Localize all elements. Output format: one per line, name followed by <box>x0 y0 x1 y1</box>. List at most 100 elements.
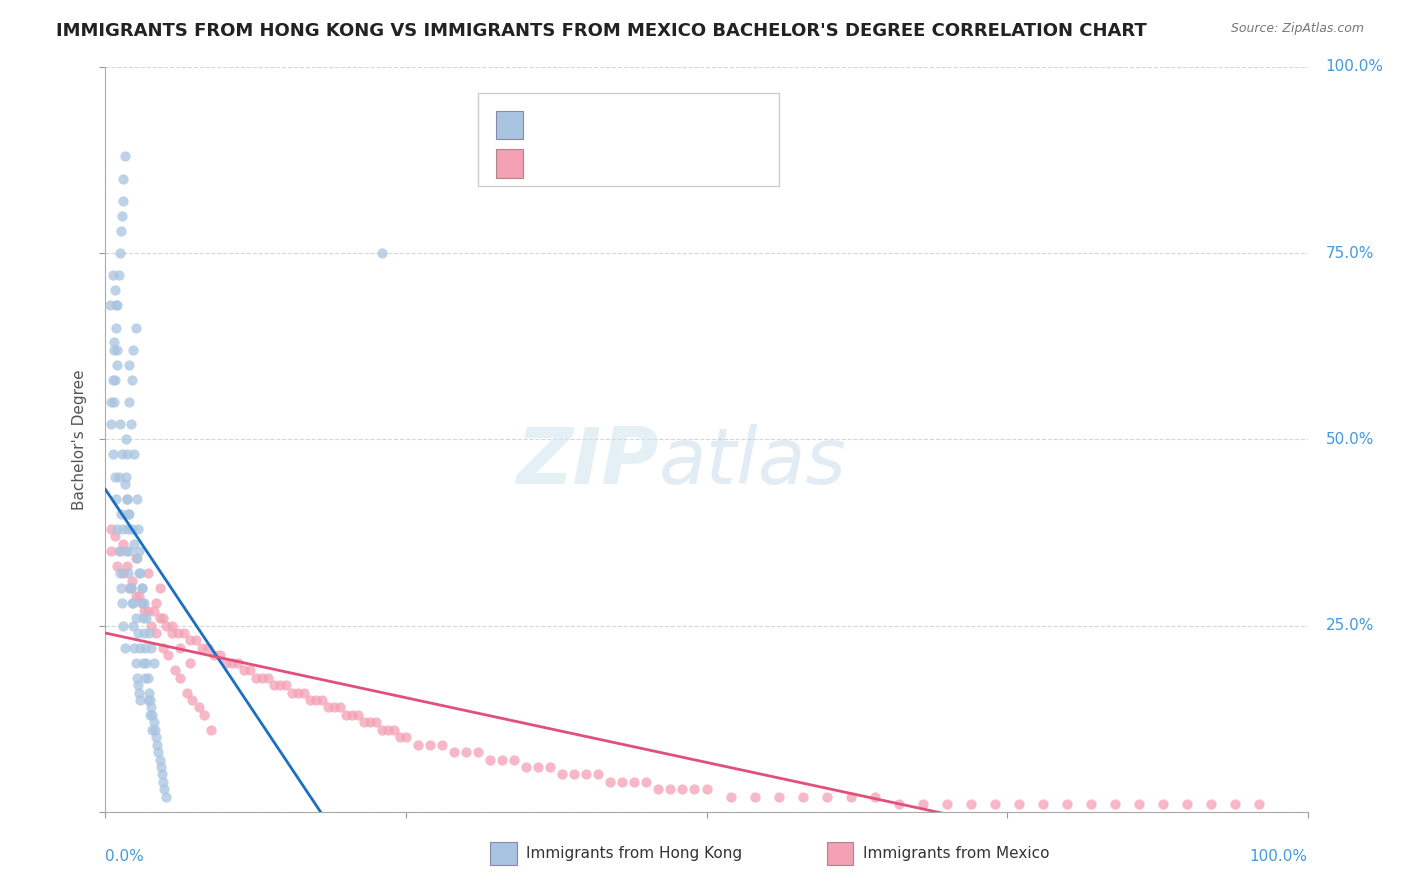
Point <box>112 566 135 581</box>
Point <box>659 782 682 797</box>
Point <box>115 433 138 447</box>
Point <box>134 671 156 685</box>
Point <box>454 745 477 759</box>
Point <box>1152 797 1174 812</box>
Point <box>588 767 610 781</box>
Point <box>101 447 124 461</box>
Point <box>115 469 138 483</box>
Bar <box>491 841 516 865</box>
Point <box>527 760 550 774</box>
Bar <box>496 111 523 139</box>
Point <box>200 723 222 737</box>
Point <box>139 700 162 714</box>
Point <box>636 775 658 789</box>
Point <box>141 707 163 722</box>
Point <box>122 618 145 632</box>
Point <box>179 633 201 648</box>
Point <box>107 343 129 357</box>
Point <box>111 209 134 223</box>
Point <box>936 797 959 812</box>
Point <box>148 745 170 759</box>
Point <box>197 640 219 655</box>
Point <box>221 656 243 670</box>
Text: Immigrants from Mexico: Immigrants from Mexico <box>863 846 1049 861</box>
Point <box>720 789 742 804</box>
Point <box>128 685 150 699</box>
Text: N =: N = <box>652 154 689 172</box>
Point <box>118 395 141 409</box>
Text: 25.0%: 25.0% <box>1326 618 1374 633</box>
Point <box>115 491 138 506</box>
Text: R =: R = <box>534 116 571 134</box>
Point <box>911 797 934 812</box>
Point <box>128 544 150 558</box>
Point <box>152 775 174 789</box>
Point <box>105 298 128 312</box>
Point <box>148 753 170 767</box>
Point <box>103 343 125 357</box>
Point <box>353 715 375 730</box>
Point <box>124 656 146 670</box>
Point <box>135 656 157 670</box>
Point <box>125 671 148 685</box>
Y-axis label: Bachelor's Degree: Bachelor's Degree <box>72 369 87 509</box>
Point <box>538 760 561 774</box>
Point <box>110 224 132 238</box>
Point <box>142 715 165 730</box>
Point <box>311 693 333 707</box>
Point <box>128 589 150 603</box>
Point <box>124 589 146 603</box>
Point <box>122 343 145 357</box>
Bar <box>496 149 523 178</box>
Point <box>155 789 177 804</box>
Point <box>562 767 585 781</box>
Point <box>141 723 163 737</box>
Point <box>139 640 162 655</box>
Point <box>214 656 236 670</box>
Point <box>138 626 160 640</box>
Point <box>107 558 129 573</box>
Text: Immigrants from Hong Kong: Immigrants from Hong Kong <box>526 846 742 861</box>
Point <box>142 604 165 618</box>
Point <box>118 507 141 521</box>
Point <box>127 678 149 692</box>
Point <box>256 671 278 685</box>
Point <box>125 491 148 506</box>
Point <box>118 582 141 596</box>
Text: 112: 112 <box>700 116 733 134</box>
Point <box>127 626 149 640</box>
Text: -0.607: -0.607 <box>575 154 628 172</box>
Point <box>1175 797 1198 812</box>
Point <box>1080 797 1102 812</box>
Bar <box>827 841 853 865</box>
Point <box>139 618 162 632</box>
Point <box>136 671 159 685</box>
Point <box>112 536 135 550</box>
Point <box>110 507 132 521</box>
Point <box>503 753 526 767</box>
Point <box>132 604 155 618</box>
Point <box>112 194 135 208</box>
Point <box>430 738 453 752</box>
Point <box>612 775 634 789</box>
Point <box>305 693 328 707</box>
Point <box>245 671 267 685</box>
Point <box>1056 797 1078 812</box>
Point <box>347 707 370 722</box>
Point <box>190 640 212 655</box>
Point <box>129 640 152 655</box>
Point <box>371 723 394 737</box>
Point <box>1128 797 1150 812</box>
Point <box>139 707 162 722</box>
Point <box>108 246 131 260</box>
Text: atlas: atlas <box>658 424 846 500</box>
Point <box>127 522 149 536</box>
Text: 50.0%: 50.0% <box>1326 432 1374 447</box>
Point <box>1104 797 1126 812</box>
Point <box>121 596 143 610</box>
Point <box>104 469 127 483</box>
Point <box>114 640 136 655</box>
Point <box>100 395 122 409</box>
Point <box>152 640 174 655</box>
Text: 124: 124 <box>700 154 733 172</box>
